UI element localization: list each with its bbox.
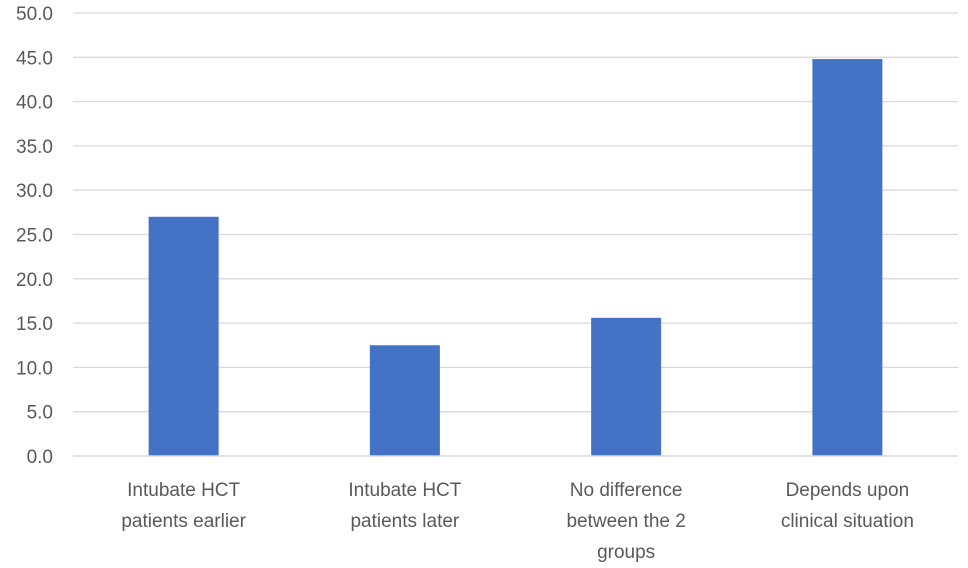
y-tick-label: 45.0 xyxy=(16,48,53,69)
y-tick-label: 5.0 xyxy=(27,403,53,424)
gridlines xyxy=(73,12,958,413)
y-tick-label: 0.0 xyxy=(27,447,53,468)
y-tick-label: 40.0 xyxy=(16,93,53,114)
x-category-label: Intubate HCT patients earlier xyxy=(121,480,246,532)
bar xyxy=(812,59,883,457)
y-tick-label: 30.0 xyxy=(16,181,53,202)
y-tick-label: 25.0 xyxy=(16,226,53,247)
y-axis-tick-labels: 0.0 5.0 10.0 15.0 20.0 25.0 30.0 35.0 40.0 45.0 50… xyxy=(16,4,53,468)
bar xyxy=(369,345,440,456)
x-category-label: Intubate HCT patients later xyxy=(348,480,461,532)
x-category-label: Depends upon clinical situation xyxy=(781,480,914,532)
x-category-label: No difference between the 2 groups xyxy=(566,480,685,563)
y-tick-label: 50.0 xyxy=(16,4,53,25)
y-tick-label: 15.0 xyxy=(16,314,53,335)
bars xyxy=(148,59,883,457)
y-tick-label: 35.0 xyxy=(16,137,53,158)
bar xyxy=(148,216,219,456)
x-axis-category-labels: Intubate HCT patients earlier Intubate HCT… xyxy=(121,480,914,563)
y-tick-label: 10.0 xyxy=(16,358,53,379)
bar xyxy=(591,317,662,456)
y-tick-label: 20.0 xyxy=(16,270,53,291)
